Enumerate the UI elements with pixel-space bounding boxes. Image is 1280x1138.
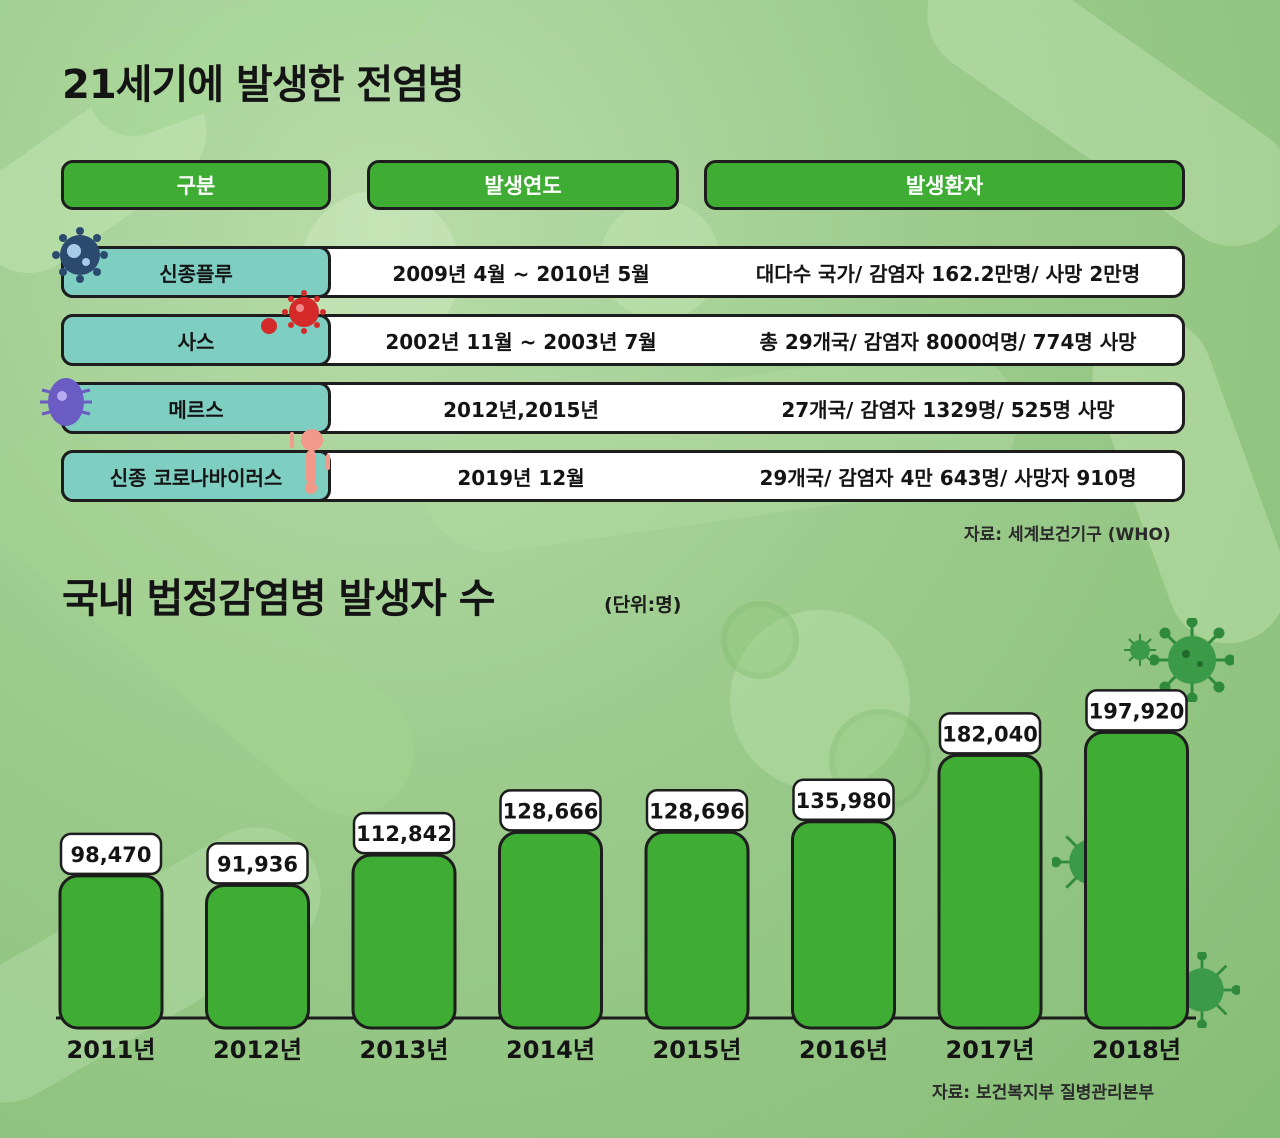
disease-name: 신종 코로나바이러스 [61, 450, 331, 502]
table-row: 사스 2002년 11월 ~ 2003년 7월 총 29개국/ 감염자 8000… [61, 314, 1185, 366]
patient-stats: 27개국/ 감염자 1329명/ 525명 사망 [781, 397, 1115, 422]
patient-stats: 29개국/ 감염자 4만 643명/ 사망자 910명 [759, 465, 1137, 490]
virus-purple-icon [40, 378, 92, 426]
bar-2018년 [1084, 730, 1189, 1030]
x-tick-label: 2017년 [946, 1036, 1035, 1064]
data-label-box [645, 789, 749, 832]
data-label: 112,842 [356, 822, 452, 846]
coronavirus-small-icon [1124, 634, 1156, 666]
bar-2016년 [791, 820, 896, 1030]
data-label-box [499, 789, 602, 832]
disease-name: 사스 [61, 314, 331, 366]
data-label: 128,696 [649, 799, 745, 823]
data-label-box [59, 832, 163, 876]
table-row: 신종플루 2009년 4월 ~ 2010년 5월 대다수 국가/ 감염자 162… [61, 246, 1185, 298]
data-label: 135,980 [796, 789, 892, 813]
outbreak-year: 2012년,2015년 [443, 397, 599, 422]
coronavirus-icon [1150, 618, 1234, 702]
x-tick-label: 2013년 [360, 1036, 449, 1064]
data-label: 91,936 [217, 852, 298, 876]
x-tick-label: 2014년 [506, 1036, 595, 1064]
bar-2015년 [644, 830, 750, 1030]
data-label: 128,666 [503, 799, 599, 823]
x-tick-label: 2015년 [653, 1036, 742, 1064]
outbreak-year: 2019년 12월 [457, 465, 585, 490]
data-label-box [1085, 689, 1188, 732]
patient-stats: 대다수 국가/ 감염자 162.2만명/ 사망 2만명 [755, 261, 1141, 286]
disease-name: 메르스 [61, 382, 331, 434]
data-label-box [352, 811, 456, 855]
outbreak-year: 2002년 11월 ~ 2003년 7월 [385, 329, 657, 354]
data-label-box [792, 778, 895, 822]
virus-red-icon [261, 290, 326, 334]
bar-2011년 [58, 874, 164, 1030]
data-label-box [206, 842, 309, 885]
table-source: 자료: 세계보건기구 (WHO) [964, 525, 1171, 545]
table-row: 메르스 2012년,2015년 27개국/ 감염자 1329명/ 525명 사망 [61, 382, 1185, 434]
x-tick-label: 2016년 [799, 1036, 888, 1064]
chart-title: 국내 법정감염병 발생자 수 [62, 576, 496, 622]
header-year: 발생연도 [367, 160, 679, 210]
data-label: 98,470 [70, 843, 151, 867]
patient-stats: 총 29개국/ 감염자 8000여명/ 774명 사망 [759, 329, 1137, 354]
virus-blue-icon [52, 227, 108, 283]
table-row: 신종 코로나바이러스 2019년 12월 29개국/ 감염자 4만 643명/ … [61, 450, 1185, 502]
chart-source: 자료: 보건복지부 질병관리본부 [932, 1083, 1154, 1103]
x-tick-label: 2018년 [1092, 1036, 1181, 1064]
virus-pink-icon [290, 429, 330, 494]
chart-unit: (단위:명) [604, 594, 682, 616]
bar-2017년 [937, 753, 1043, 1030]
x-tick-label: 2012년 [213, 1036, 302, 1064]
header-category: 구분 [61, 160, 331, 210]
data-label-box [938, 712, 1042, 755]
table-title: 21세기에 발생한 전염병 [62, 62, 465, 108]
data-label: 182,040 [942, 722, 1038, 746]
x-tick-label: 2011년 [67, 1036, 156, 1064]
bar-2014년 [498, 830, 603, 1030]
data-label: 197,920 [1089, 699, 1185, 723]
bar-2013년 [351, 853, 457, 1030]
outbreak-year: 2009년 4월 ~ 2010년 5월 [392, 261, 650, 286]
header-patients: 발생환자 [704, 160, 1185, 210]
bar-2012년 [205, 883, 310, 1030]
